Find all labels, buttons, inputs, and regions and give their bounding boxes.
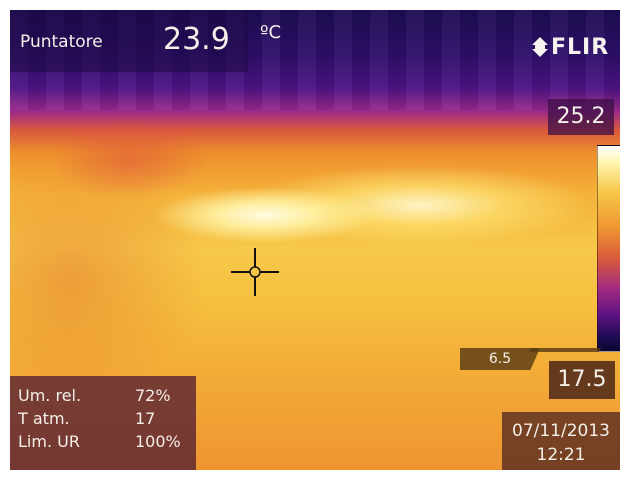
info-value: 100% bbox=[135, 432, 181, 451]
spot-meter-unit: ºC bbox=[260, 22, 282, 43]
info-key: Lim. UR bbox=[18, 432, 80, 451]
time-text: 12:21 bbox=[536, 445, 586, 465]
crosshair-icon bbox=[231, 248, 279, 296]
info-value: 72% bbox=[135, 386, 171, 405]
info-value: 17 bbox=[135, 409, 156, 428]
scale-span-value: 6.5 bbox=[460, 348, 540, 370]
spot-meter-panel: Puntatore 23.9 bbox=[10, 10, 248, 72]
info-key: Um. rel. bbox=[18, 386, 82, 405]
flir-logo-text: FLIR bbox=[551, 34, 610, 60]
flir-logo-mark bbox=[532, 37, 548, 57]
spot-meter-value: 23.9 bbox=[163, 22, 230, 57]
scale-min-value: 17.5 bbox=[549, 361, 615, 399]
flir-logo-icon: FLIR bbox=[529, 34, 609, 60]
spot-meter-label: Puntatore bbox=[20, 32, 103, 52]
temperature-scale-bar bbox=[597, 145, 620, 352]
info-key: T atm. bbox=[18, 409, 70, 428]
parameters-panel: Um. rel. 72% T atm. 17 Lim. UR 100% bbox=[10, 376, 196, 470]
timestamp-panel: 07/11/2013 12:21 bbox=[502, 412, 620, 470]
thermal-image: Puntatore 23.9 ºC FLIR 25.2 6.5 17.5 Um.… bbox=[10, 10, 620, 470]
date-text: 07/11/2013 bbox=[512, 421, 610, 441]
scale-max-value: 25.2 bbox=[548, 99, 614, 135]
